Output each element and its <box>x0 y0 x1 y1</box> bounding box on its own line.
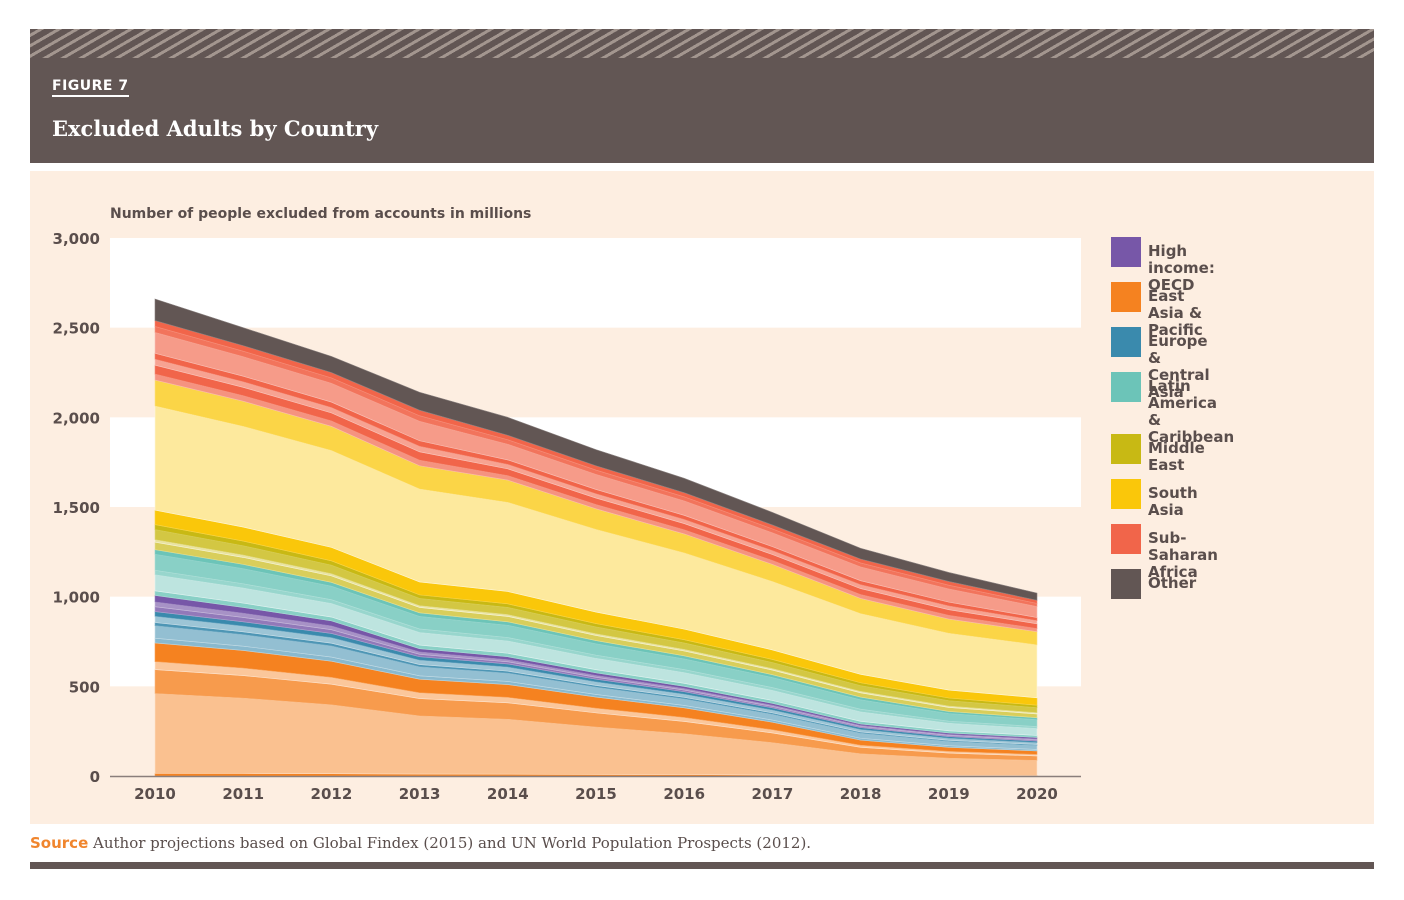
y-tick-label: 3,000 <box>53 230 100 248</box>
area-series-europe-central-asia <box>154 611 1038 752</box>
figure-title: Excluded Adults by Country <box>52 116 379 141</box>
x-tick-label: 2016 <box>663 785 705 803</box>
area-series-other <box>154 298 1038 601</box>
legend-label: Europe & Central Asia <box>1148 332 1210 401</box>
area-band <box>154 298 1038 601</box>
area-series-latin-america-caribbean <box>154 549 1038 738</box>
x-tick-label: 2013 <box>399 785 441 803</box>
legend-item: Other <box>1111 569 1196 599</box>
area-series-east-asia-pacific <box>154 642 1038 777</box>
source-text: Author projections based on Global Finde… <box>93 834 812 852</box>
legend-swatch <box>1111 479 1141 509</box>
y-tick-label: 1,500 <box>53 499 100 517</box>
x-tick-label: 2017 <box>752 785 794 803</box>
area-series-sub-saharan-africa <box>154 320 1038 632</box>
y-tick-label: 500 <box>69 678 100 696</box>
figure-header: FIGURE 7 Excluded Adults by Country <box>30 29 1374 163</box>
legend-label: Other <box>1148 574 1197 592</box>
legend-label: High income: OECD <box>1148 242 1215 294</box>
y-tick-label: 0 <box>90 768 100 786</box>
legend-swatch <box>1111 569 1141 599</box>
legend-item: Europe & Central Asia <box>1111 327 1210 401</box>
area-series-high-income-oecd <box>154 595 1038 742</box>
legend-label: East Asia & Pacific <box>1148 287 1203 339</box>
x-tick-label: 2020 <box>1016 785 1058 803</box>
x-tick-label: 2019 <box>928 785 970 803</box>
x-tick-label: 2018 <box>840 785 882 803</box>
legend-swatch <box>1111 524 1141 554</box>
y-tick-label: 1,000 <box>53 589 100 607</box>
background-band <box>110 238 1081 328</box>
legend-swatch <box>1111 372 1141 402</box>
legend-item: South Asia <box>1111 479 1198 519</box>
legend-item: Sub-Saharan Africa <box>1111 524 1218 581</box>
x-tick-label: 2014 <box>487 785 529 803</box>
source-label: Source <box>30 834 89 852</box>
legend-label: Latin America & Caribbean <box>1148 377 1235 446</box>
legend-item: Middle East <box>1111 434 1205 474</box>
legend-label: Middle East <box>1148 439 1205 474</box>
legend-swatch <box>1111 434 1141 464</box>
y-tick-label: 2,500 <box>53 320 100 338</box>
decorative-stripes <box>30 29 1374 58</box>
x-tick-label: 2012 <box>311 785 353 803</box>
legend-swatch <box>1111 282 1141 312</box>
y-tick-label: 2,000 <box>53 409 100 427</box>
source-note: Source Author projections based on Globa… <box>30 834 811 852</box>
figure-label: FIGURE 7 <box>52 78 129 97</box>
legend-item: High income: OECD <box>1111 237 1215 294</box>
legend-label: South Asia <box>1148 484 1198 519</box>
legend-label: Sub-Saharan Africa <box>1148 529 1218 581</box>
legend-swatch <box>1111 237 1141 267</box>
legend-item: East Asia & Pacific <box>1111 282 1203 339</box>
legend-item: Latin America & Caribbean <box>1111 372 1234 446</box>
x-tick-label: 2010 <box>134 785 176 803</box>
legend-swatch <box>1111 327 1141 357</box>
y-axis-title: Number of people excluded from accounts … <box>110 206 532 222</box>
footer-bar <box>30 862 1374 869</box>
x-tick-label: 2011 <box>222 785 264 803</box>
x-tick-label: 2015 <box>575 785 617 803</box>
